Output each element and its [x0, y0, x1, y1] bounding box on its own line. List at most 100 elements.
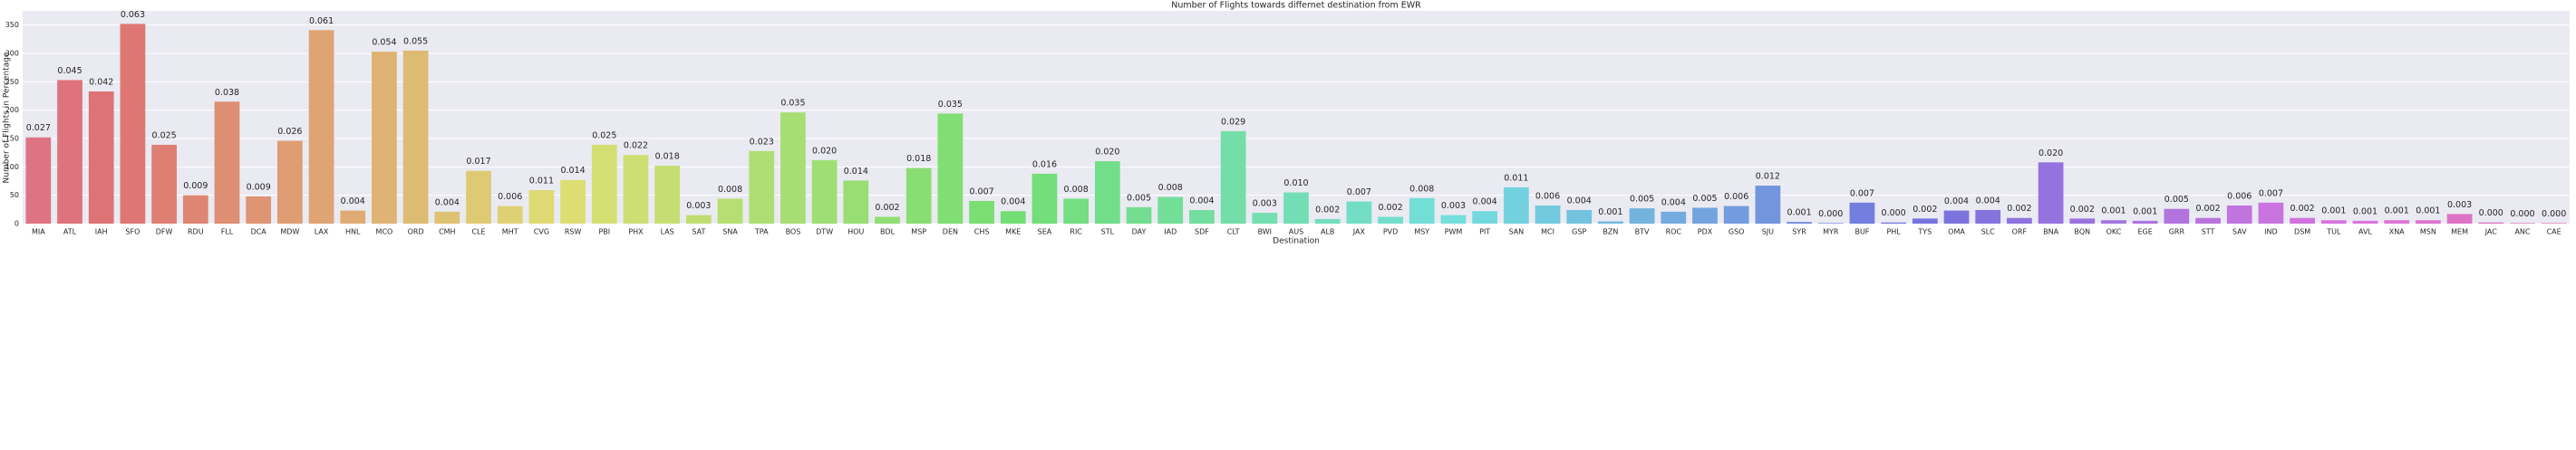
bar	[2195, 217, 2221, 224]
bar	[1817, 223, 1844, 224]
x-tick-label: DCA	[251, 228, 267, 236]
data-label: 0.035	[938, 100, 963, 110]
x-tick-label: BNA	[2043, 228, 2058, 236]
bar	[749, 150, 775, 224]
data-label: 0.002	[2070, 205, 2095, 215]
x-axis-label: Destination	[1273, 237, 1320, 246]
data-label: 0.020	[2039, 148, 2063, 158]
bar	[2258, 202, 2284, 224]
x-tick-label: MEM	[2451, 228, 2468, 236]
x-tick-label: SYR	[1792, 228, 1806, 236]
bar	[1629, 208, 1655, 224]
bar	[717, 198, 743, 224]
x-tick-label: OKC	[2106, 228, 2122, 236]
x-tick-label: LAX	[315, 228, 329, 236]
x-tick-label: PVD	[1383, 228, 1398, 236]
data-label: 0.035	[780, 99, 805, 109]
x-tick-label: PIT	[1479, 228, 1490, 236]
x-tick-label: EGE	[2138, 228, 2153, 236]
bar	[685, 215, 712, 224]
x-tick-label: ROC	[1666, 228, 1682, 236]
data-label: 0.042	[89, 77, 113, 87]
data-label: 0.004	[1001, 197, 1025, 207]
data-label: 0.008	[1158, 183, 1183, 193]
bar	[120, 24, 146, 225]
x-tick-label: MCI	[1541, 228, 1554, 236]
bar	[1189, 209, 1215, 224]
x-tick-label: HNL	[345, 228, 361, 236]
data-label: 0.007	[2259, 188, 2283, 198]
data-label: 0.003	[2447, 200, 2472, 210]
bar	[2132, 220, 2158, 224]
data-label: 0.001	[2385, 206, 2409, 216]
data-label: 0.020	[1095, 148, 1119, 158]
data-label: 0.006	[498, 192, 522, 202]
data-label: 0.004	[435, 197, 460, 207]
x-tick-label: MKE	[1005, 228, 1021, 236]
data-label: 0.023	[750, 137, 774, 147]
x-tick-label: MCO	[376, 228, 393, 236]
bar	[25, 137, 52, 224]
bar	[654, 166, 681, 224]
bar	[2007, 217, 2032, 224]
x-tick-label: CAE	[2547, 228, 2561, 236]
bar	[2320, 220, 2347, 224]
x-tick-label: ALB	[1321, 228, 1334, 236]
data-label: 0.007	[969, 187, 993, 196]
x-tick-label: CLT	[1227, 228, 1240, 236]
bar	[1598, 221, 1623, 224]
bar	[214, 101, 240, 225]
bar	[1849, 202, 1875, 224]
bar	[2446, 214, 2473, 224]
bar	[1535, 205, 1561, 224]
data-label: 0.007	[1347, 187, 1371, 197]
x-tick-label: CHS	[974, 228, 990, 236]
bar	[1157, 196, 1184, 224]
data-label: 0.029	[1221, 117, 1245, 127]
x-tick-label: MIA	[32, 228, 45, 236]
bar	[2416, 220, 2441, 224]
x-tick-label: TUL	[2326, 228, 2341, 236]
y-tick-label: 350	[5, 21, 19, 29]
data-label: 0.005	[1127, 193, 1151, 203]
x-tick-label: PHX	[628, 228, 644, 236]
bar	[1126, 206, 1152, 224]
data-label: 0.025	[592, 130, 616, 140]
bar	[1063, 198, 1089, 224]
x-tick-label: PHL	[1886, 228, 1901, 236]
bar	[843, 180, 869, 224]
x-tick-label: SLC	[1981, 228, 1996, 236]
bar	[875, 216, 900, 224]
x-tick-label: IAD	[1164, 228, 1177, 236]
data-label: 0.009	[183, 181, 208, 191]
bar	[1000, 211, 1026, 224]
x-tick-label: BUF	[1855, 228, 1869, 236]
data-label: 0.008	[718, 185, 742, 195]
data-label: 0.017	[466, 157, 490, 167]
chart-title: Number of Flights towards differnet dest…	[1171, 1, 1421, 11]
bar	[1409, 197, 1435, 224]
bar	[2069, 218, 2096, 224]
data-label: 0.005	[1692, 194, 1717, 204]
data-label: 0.001	[2101, 206, 2126, 216]
data-label: 0.014	[560, 166, 585, 176]
x-tick-label: FLL	[221, 228, 234, 236]
data-label: 0.063	[121, 10, 145, 20]
data-label: 0.007	[1850, 188, 1874, 198]
bar	[466, 170, 491, 224]
bar	[246, 196, 272, 224]
data-label: 0.008	[1064, 185, 1089, 195]
data-label: 0.045	[57, 66, 82, 76]
x-tick-label: DEN	[943, 228, 958, 236]
data-label: 0.004	[1976, 196, 2000, 206]
x-tick-label: RDU	[188, 228, 204, 236]
data-label: 0.004	[1661, 197, 1686, 207]
x-tick-label: SAT	[692, 228, 705, 236]
x-tick-label: GSO	[1729, 228, 1745, 236]
x-tick-label: STT	[2202, 228, 2215, 236]
bar	[1566, 209, 1593, 224]
bar	[1723, 206, 1749, 224]
x-tick-label: HOU	[847, 228, 864, 236]
